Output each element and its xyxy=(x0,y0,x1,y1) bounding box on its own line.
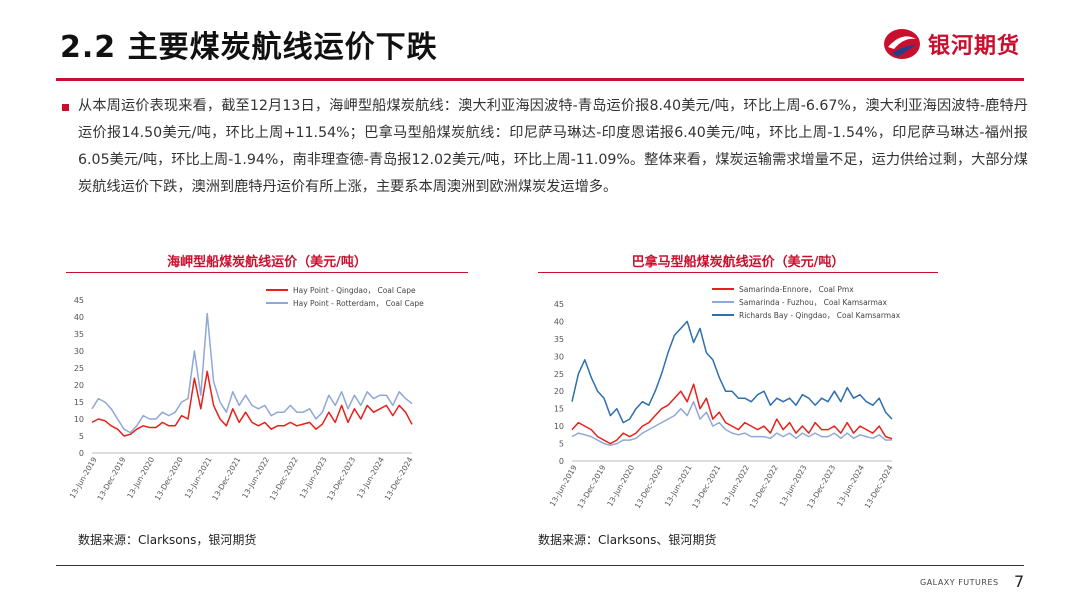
page-title: 2.2 主要煤炭航线运价下跌 xyxy=(60,30,438,65)
chart-1-title-rule xyxy=(66,272,468,273)
x-tick-label: 13-Jun-2021 xyxy=(183,455,214,500)
legend-label-2: Hay Point - Rotterdam， Coal Cape xyxy=(293,299,424,308)
y-tick-label: 10 xyxy=(554,422,564,431)
galaxy-logo-icon xyxy=(883,29,920,59)
x-tick-label: 13-Jun-2019 xyxy=(68,455,99,500)
y-tick-label: 35 xyxy=(554,335,564,344)
x-tick-label: 13-Jun-2019 xyxy=(548,463,579,508)
series-line-2 xyxy=(571,400,893,447)
legend-label-1: Hay Point - Qingdao， Coal Cape xyxy=(293,286,416,295)
chart-2-title-rule xyxy=(538,272,938,273)
brand-logo: 银河期货 xyxy=(882,26,1020,62)
x-tick-label: 13-Jun-2020 xyxy=(605,463,636,508)
y-tick-label: 0 xyxy=(79,449,84,458)
chart-2-title: 巴拿马型船煤炭航线运价（美元/吨） xyxy=(631,255,845,270)
chart-1-source: 数据来源：Clarksons，银河期货 xyxy=(78,533,257,547)
y-tick-label: 30 xyxy=(554,352,564,361)
x-tick-label: 13-Dec-2023 xyxy=(805,463,837,510)
x-tick-label: 13-Dec-2021 xyxy=(210,455,242,502)
chart-2-source: 数据来源：Clarksons、银河期货 xyxy=(538,533,717,547)
x-tick-label: 13-Jun-2023 xyxy=(298,455,329,500)
x-tick-label: 13-Dec-2024 xyxy=(863,463,895,510)
y-tick-label: 30 xyxy=(74,347,84,356)
chart-1-title: 海岬型船煤炭航线运价（美元/吨） xyxy=(167,255,367,270)
x-tick-label: 13-Jun-2024 xyxy=(355,455,386,500)
series-line-1 xyxy=(571,383,893,445)
legend-label-2: Samarinda - Fuzhou， Coal Kamsarmax xyxy=(739,298,888,307)
series-line-1 xyxy=(91,370,413,437)
x-tick-label: 13-Jun-2020 xyxy=(125,455,156,500)
y-tick-label: 45 xyxy=(554,300,564,309)
x-tick-label: 13-Jun-2023 xyxy=(778,463,809,508)
x-tick-label: 13-Dec-2020 xyxy=(633,463,665,510)
series-line-3 xyxy=(571,320,893,424)
x-tick-label: 13-Dec-2019 xyxy=(95,455,127,502)
x-tick-label: 13-Dec-2022 xyxy=(268,455,300,502)
page-number: 7 xyxy=(1014,572,1025,591)
logo-text: 银河期货 xyxy=(927,34,1020,59)
x-tick-label: 13-Jun-2022 xyxy=(240,455,271,500)
x-tick-label: 13-Dec-2019 xyxy=(575,463,607,510)
x-tick-label: 13-Jun-2022 xyxy=(720,463,751,508)
footer-divider xyxy=(56,565,1024,566)
x-tick-label: 13-Jun-2021 xyxy=(663,463,694,508)
series-line-2 xyxy=(91,312,413,434)
y-tick-label: 15 xyxy=(74,398,84,407)
y-tick-label: 20 xyxy=(74,381,84,390)
y-tick-label: 40 xyxy=(74,313,84,322)
y-tick-label: 0 xyxy=(559,457,564,466)
x-tick-label: 13-Jun-2024 xyxy=(835,463,866,508)
y-tick-label: 45 xyxy=(74,296,84,305)
y-tick-label: 5 xyxy=(559,440,564,449)
y-tick-label: 5 xyxy=(79,432,84,441)
x-tick-label: 13-Dec-2022 xyxy=(748,463,780,510)
legend-label-3: Richards Bay - Qingdao， Coal Kamsarmax xyxy=(739,311,901,320)
y-tick-label: 25 xyxy=(74,364,84,373)
y-tick-label: 25 xyxy=(554,370,564,379)
y-tick-label: 40 xyxy=(554,317,564,326)
y-tick-label: 35 xyxy=(74,330,84,339)
x-tick-label: 13-Dec-2021 xyxy=(690,463,722,510)
x-tick-label: 13-Dec-2020 xyxy=(153,455,185,502)
y-tick-label: 10 xyxy=(74,415,84,424)
chart-1-capesize-coal-freight: 0 5 10 15 20 25 30 35 40 45 13-Jun-201913-Dec-2019… xyxy=(68,286,424,502)
chart-2-panamax-coal-freight: 0 5 10 15 20 25 30 35 40 45 13-Jun-201913-Dec-2019… xyxy=(548,285,901,510)
summary-paragraph: 从本周运价表现来看，截至12月13日，海岬型船煤炭航线：澳大利亚海因波特-青岛运… xyxy=(78,98,1028,195)
y-tick-label: 20 xyxy=(554,387,564,396)
bullet-icon xyxy=(62,104,69,111)
x-tick-label: 13-Dec-2024 xyxy=(383,455,415,502)
y-tick-label: 15 xyxy=(554,405,564,414)
footer-brand: GALAXY FUTURES xyxy=(920,578,999,587)
x-tick-label: 13-Dec-2023 xyxy=(325,455,357,502)
title-divider xyxy=(56,78,1024,81)
legend-label-1: Samarinda-Ennore， Coal Pmx xyxy=(739,285,854,294)
